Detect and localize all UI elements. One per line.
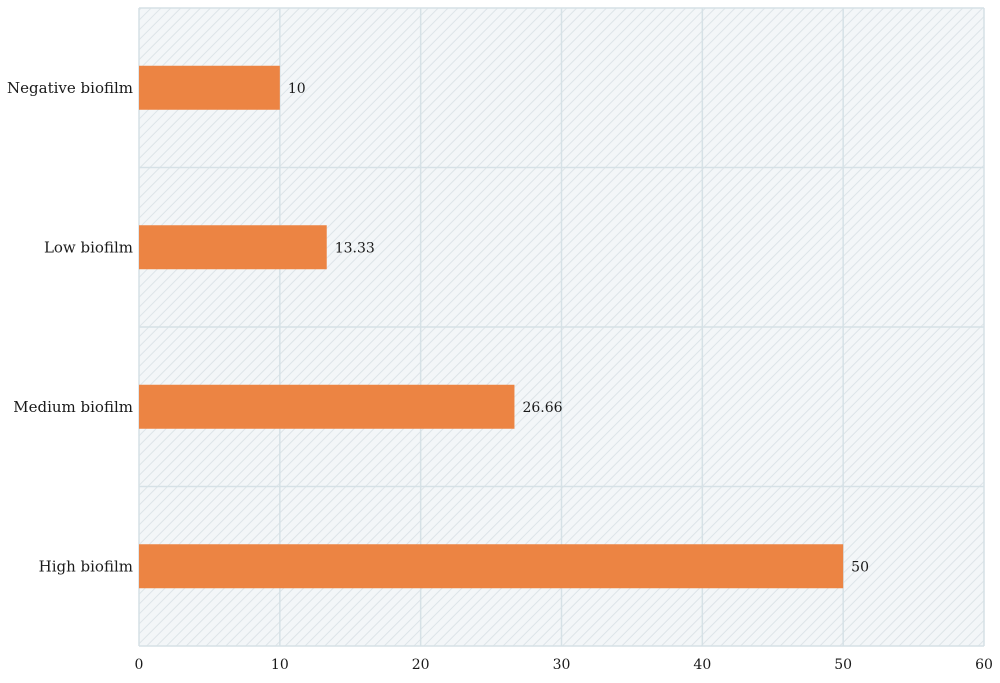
- x-tick-label: 40: [693, 657, 711, 673]
- bar: [139, 225, 327, 270]
- category-label: Negative biofilm: [7, 79, 133, 97]
- category-label: Medium biofilm: [13, 398, 133, 416]
- data-label: 13.33: [335, 240, 375, 256]
- bar: [139, 384, 515, 429]
- x-tick-label: 60: [975, 657, 993, 673]
- x-tick-label: 20: [412, 657, 430, 673]
- x-tick-label: 50: [834, 657, 852, 673]
- x-tick-label: 30: [553, 657, 571, 673]
- bars: [139, 65, 844, 589]
- gridlines: [138, 7, 985, 647]
- data-label: 10: [288, 81, 306, 97]
- x-tick-label: 10: [271, 657, 289, 673]
- x-axis-ticks: 0 10 20 30 40 50 60: [135, 657, 993, 673]
- category-label: High biofilm: [39, 557, 133, 575]
- category-labels: Negative biofilm Low biofilm Medium biofil…: [7, 79, 133, 576]
- data-label: 50: [851, 559, 869, 575]
- data-labels: 10 13.33 26.66 50: [288, 81, 869, 576]
- data-label: 26.66: [522, 400, 562, 416]
- bar: [139, 544, 844, 589]
- x-tick-label: 0: [135, 657, 144, 673]
- category-label: Low biofilm: [44, 238, 133, 256]
- bar: [139, 65, 280, 110]
